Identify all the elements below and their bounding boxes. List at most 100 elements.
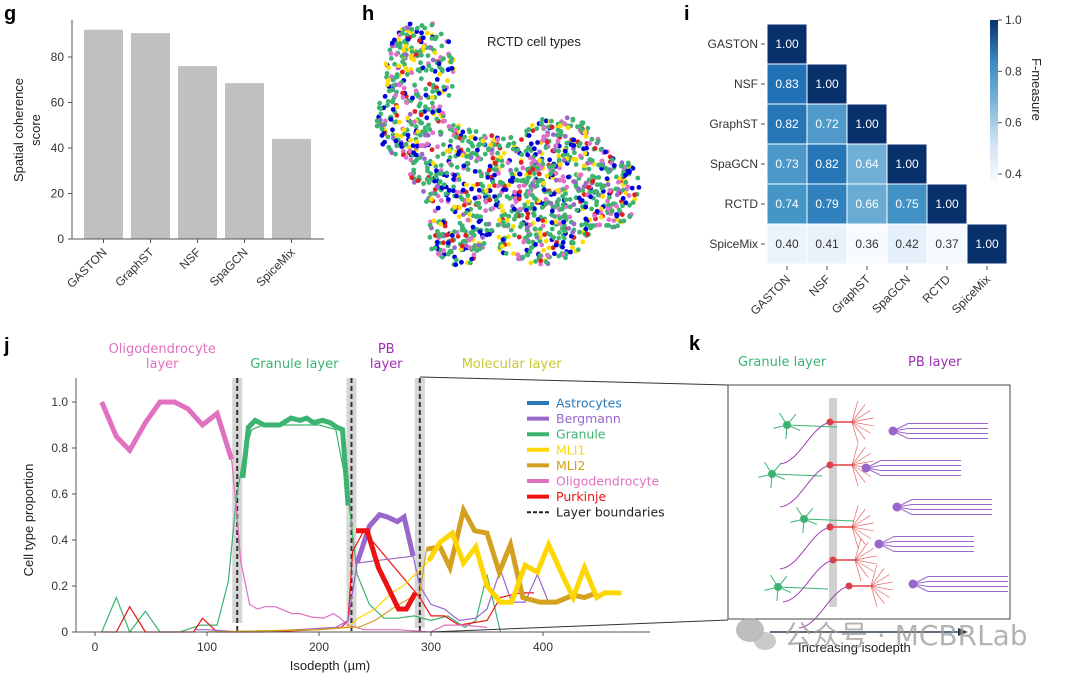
cell-point — [412, 119, 417, 125]
cell-point — [385, 78, 391, 83]
cell-point — [531, 206, 537, 211]
cell-point — [541, 187, 547, 193]
cell-point — [504, 217, 510, 223]
cell-point — [465, 167, 471, 172]
bergmann-process — [912, 576, 1008, 585]
cell-point — [580, 239, 586, 245]
cell-point — [417, 49, 423, 54]
panel-letter-g: g — [4, 3, 16, 25]
cell-point — [423, 67, 429, 73]
cell-point — [533, 196, 539, 202]
heatmap-cell-value: 0.73 — [775, 157, 799, 171]
cell-point — [567, 204, 573, 210]
cell-point — [419, 52, 424, 58]
series-line-oligodendrocyte — [231, 459, 488, 633]
cell-point — [588, 225, 593, 231]
cell-point — [384, 71, 390, 76]
cell-point — [584, 145, 589, 151]
cell-point — [487, 163, 493, 169]
cell-point — [402, 62, 407, 67]
cell-point — [429, 147, 435, 153]
cell-point — [441, 84, 447, 90]
cell-point — [451, 184, 456, 190]
cell-point — [486, 183, 492, 189]
heatmap-cell-value: 1.00 — [775, 37, 799, 51]
row-label: GASTON — [708, 37, 758, 51]
cell-point — [405, 36, 411, 42]
cell-point — [599, 158, 605, 164]
cell-point — [530, 166, 536, 172]
cell-point — [456, 177, 462, 182]
cell-point — [515, 147, 521, 153]
cell-point — [582, 151, 588, 156]
heatmap-cell — [846, 143, 888, 185]
cell-point — [504, 194, 510, 199]
granule-dendrite — [777, 575, 788, 588]
cell-point — [480, 183, 486, 189]
cell-point — [511, 206, 517, 212]
cell-point — [444, 170, 450, 176]
cell-point — [493, 202, 499, 208]
cell-point — [386, 65, 391, 70]
cell-point — [558, 123, 564, 128]
cell-point — [418, 143, 424, 149]
cell-point — [583, 134, 589, 140]
purkinje-dendrite — [854, 559, 877, 565]
cell-point — [535, 140, 540, 145]
cell-point — [583, 180, 589, 186]
heatmap-cell — [766, 143, 808, 185]
cell-point — [492, 167, 498, 173]
cell-point — [415, 93, 421, 99]
cell-point — [430, 95, 435, 100]
cell-point — [394, 52, 399, 57]
cell-point — [468, 230, 474, 236]
cell-point — [575, 247, 581, 253]
cell-point — [405, 132, 411, 138]
cell-point — [501, 223, 507, 229]
cell-point — [573, 162, 579, 167]
cell-point — [555, 127, 561, 133]
granule-layer-label: Granule layer — [738, 355, 827, 370]
purkinje-dendrite — [851, 505, 859, 528]
cell-point — [425, 53, 431, 58]
cell-point — [430, 109, 436, 115]
heatmap-cell — [846, 223, 888, 265]
cell-point — [411, 180, 417, 185]
cell-point — [549, 220, 555, 225]
cell-point — [454, 193, 459, 199]
cell-point — [465, 147, 471, 153]
cell-point — [629, 185, 635, 191]
cell-point — [544, 173, 550, 179]
y-tick-label: 0.8 — [51, 441, 68, 455]
cell-point — [454, 164, 460, 170]
cell-point — [517, 206, 523, 212]
cell-point — [435, 154, 441, 160]
heatmap-cell-value: 0.42 — [895, 237, 919, 251]
cell-point — [606, 202, 612, 208]
cell-point — [583, 200, 589, 206]
purkinje-dendrite — [851, 464, 871, 477]
cell-point — [472, 195, 478, 201]
cell-point — [598, 147, 604, 153]
cell-point — [623, 172, 628, 178]
cell-point — [441, 182, 447, 188]
cell-point — [583, 204, 589, 210]
cell-point — [425, 141, 430, 147]
cell-point — [561, 178, 567, 184]
heatmap-cell-value: 1.00 — [895, 157, 919, 171]
cell-point — [551, 132, 556, 138]
purkinje-dendrite — [854, 559, 869, 578]
cell-point — [394, 113, 400, 118]
cell-point — [480, 138, 486, 144]
cell-point — [483, 199, 489, 205]
cell-point — [512, 189, 517, 195]
cell-point — [562, 121, 568, 127]
cell-point — [580, 188, 585, 193]
cell-point — [475, 156, 481, 162]
row-label: SpiceMix — [709, 237, 758, 251]
cell-point — [495, 150, 500, 156]
purkinje-dendrite — [870, 585, 885, 604]
row-label: GraphST — [709, 117, 758, 131]
cell-point — [495, 222, 501, 228]
